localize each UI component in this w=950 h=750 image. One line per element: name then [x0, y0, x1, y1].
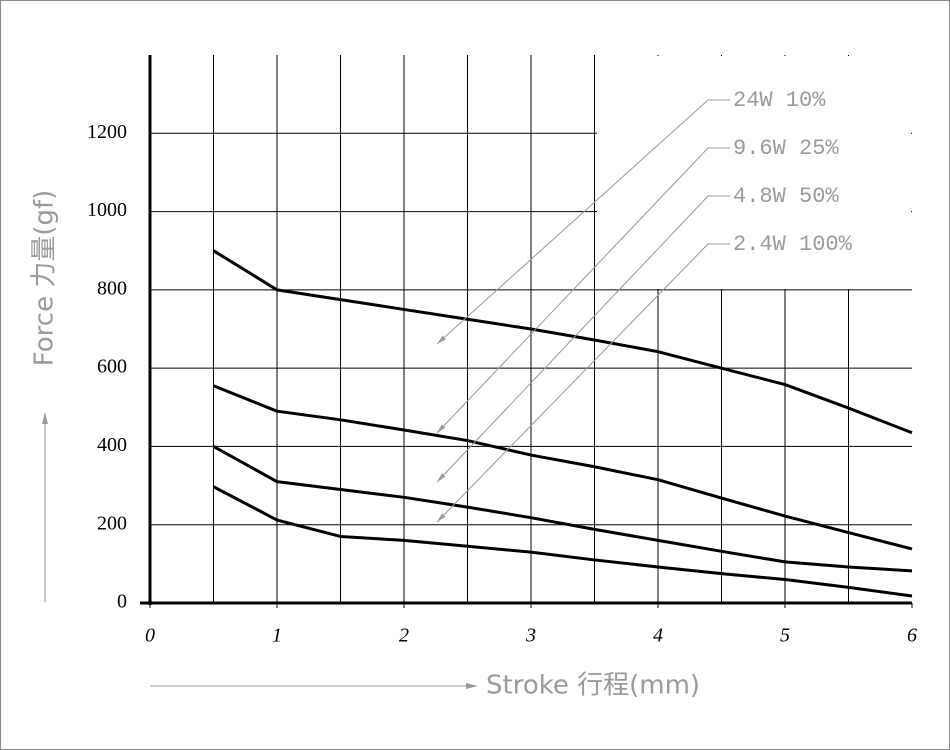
y-axis-arrowhead	[42, 412, 48, 424]
legend-label: 4.8W 50%	[733, 184, 839, 209]
y-tick-label: 600	[97, 356, 127, 378]
series-line	[212, 384, 913, 551]
x-tick-label: 0	[145, 625, 155, 647]
y-tick-label: 1000	[87, 199, 127, 221]
y-axis-label: Force 力量(gf)	[30, 190, 60, 367]
y-tick-label: 0	[117, 591, 127, 613]
x-tick-label: 4	[653, 625, 663, 647]
leader-line	[436, 243, 730, 523]
leader-arrowhead	[437, 473, 446, 482]
x-tick-label: 2	[399, 625, 409, 647]
y-tick-label: 800	[97, 277, 127, 299]
legend-label: 9.6W 25%	[733, 136, 839, 161]
legend-area	[597, 56, 911, 289]
x-tick-label: 5	[780, 625, 790, 647]
series-line	[212, 485, 913, 598]
leader-arrowhead	[437, 335, 446, 344]
legend-label: 2.4W 100%	[733, 232, 853, 257]
y-tick-label: 200	[97, 512, 127, 534]
x-tick-label: 3	[525, 625, 536, 647]
x-axis-arrowhead	[466, 683, 478, 689]
x-tick-label: 6	[907, 625, 917, 647]
y-tick-label: 400	[97, 434, 127, 456]
x-axis-label: Stroke 行程(mm)	[486, 671, 700, 701]
plot: 0 200 400 600 800 1000 1200 0 1 2 3 4 5 6 24W 10% 9.6W …	[87, 55, 917, 647]
y-tick-label: 1200	[87, 121, 127, 143]
leader-line	[436, 99, 730, 345]
series-line	[212, 249, 913, 435]
leader-arrowhead	[437, 513, 446, 522]
leader-line	[436, 195, 730, 483]
leader-line	[436, 147, 730, 434]
leader-arrowhead	[437, 424, 446, 433]
legend-label: 24W 10%	[733, 88, 826, 113]
x-tick-label: 1	[272, 625, 282, 647]
series-line	[212, 445, 913, 573]
